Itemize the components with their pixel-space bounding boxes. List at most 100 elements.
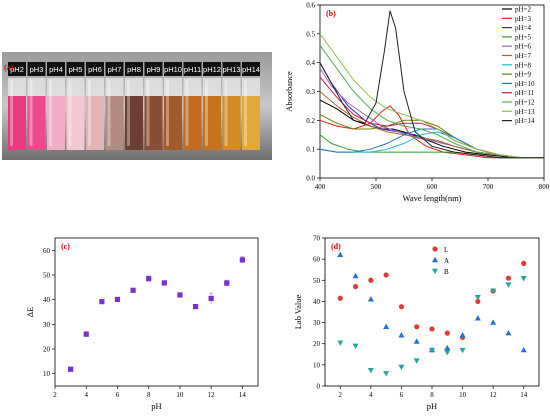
x-tick-label: 700 [483, 183, 494, 191]
panel-label: (c) [61, 242, 70, 251]
legend-label: pH=12 [515, 99, 535, 107]
vial-cap [27, 62, 46, 76]
y-tick-label: 0.4 [306, 59, 315, 67]
x-tick-label: 8 [430, 391, 434, 399]
data-point-a [413, 338, 420, 344]
vial-highlight [68, 80, 72, 146]
absorbance-line-chart: 400 500 600 700 800 0.0 0.1 0.2 0.3 0.4 0.5 0.6 Wave… [284, 2, 550, 204]
data-point-b [367, 367, 374, 374]
x-tick-label: 12 [208, 391, 216, 399]
vial-solution [8, 96, 26, 150]
x-axis-title: Wave length(nm) [402, 193, 461, 203]
panel-label: (b) [326, 9, 336, 18]
y-tick-label: 60 [313, 256, 321, 264]
vial-solution [105, 96, 124, 150]
series-line-ph-3 [319, 105, 544, 159]
vial-cap [86, 62, 104, 76]
y-tick-label: 50 [313, 277, 321, 285]
vial-highlight [88, 80, 91, 146]
vial-solution [164, 96, 182, 150]
data-point-a [520, 346, 527, 353]
x-tick-label: 4 [84, 391, 88, 399]
vial-cap [144, 62, 163, 76]
data-point-b [413, 358, 420, 364]
y-axis-title: Lab Value [293, 295, 303, 330]
legend-label: pH=14 [515, 117, 535, 125]
data-point [208, 295, 214, 302]
x-axis-title: pH [151, 401, 161, 411]
x-tick-label: 600 [427, 183, 438, 191]
vial-label-ph11: pH11 [184, 65, 201, 74]
vial-cap [183, 62, 202, 76]
x-tick-label: 4 [369, 391, 373, 399]
vial-solution [27, 96, 46, 150]
delta-e-scatter-chart: 2 4 6 8 10 12 14 10 20 30 40 50 60 pH ΔE (c) [25, 237, 259, 411]
vial-label-ph9: pH9 [147, 65, 161, 74]
data-point-b [398, 364, 405, 371]
vial-highlight [205, 80, 208, 146]
data-point-a [474, 315, 481, 321]
legend-label: pH=13 [515, 108, 535, 116]
data-point [161, 280, 167, 286]
vial-cap [164, 62, 182, 76]
y-tick-label: 30 [313, 319, 321, 327]
data-point-l [368, 277, 374, 283]
series-line-ph-13 [319, 33, 544, 159]
data-point-b [383, 371, 390, 377]
data-point-a [398, 332, 405, 338]
data-point [114, 296, 121, 303]
data-point-l [521, 260, 527, 266]
series-line-ph-8 [319, 131, 544, 159]
data-point-b [337, 340, 344, 346]
x-tick-label: 400 [315, 183, 326, 191]
y-tick-label: 50 [43, 272, 51, 280]
legend-label: pH=3 [515, 15, 532, 23]
data-point-a [444, 344, 451, 351]
data-point-l [429, 326, 435, 332]
legend-marker-b [432, 268, 438, 275]
data-point-b [459, 347, 466, 354]
series-line-ph-14 [319, 10, 544, 159]
x-tick-label: 6 [400, 391, 404, 399]
y-axis-title: ΔE [25, 307, 35, 318]
legend-label: L [444, 246, 448, 254]
legend-label: A [444, 257, 449, 265]
vial-label-ph2: pH2 [10, 65, 24, 74]
vial-highlight [146, 80, 150, 146]
vial-label-ph6: pH6 [88, 65, 102, 74]
data-point-b [520, 275, 527, 282]
vial-highlight [29, 80, 33, 146]
vial-highlight [244, 80, 247, 146]
y-tick-label: 40 [313, 298, 321, 306]
legend-label: pH=4 [515, 24, 532, 32]
data-point-b [429, 347, 435, 354]
x-tick-label: 14 [520, 391, 528, 399]
data-point-a [459, 332, 466, 338]
vial-highlight [224, 80, 228, 146]
data-point [83, 331, 89, 337]
y-axis-title: Absorbance [284, 71, 294, 112]
legend-label: pH=6 [515, 43, 532, 51]
y-tick-label: 0.6 [306, 2, 315, 10]
data-point-a [367, 296, 374, 302]
y-tick-label: 0.5 [306, 30, 315, 38]
vial-highlight [166, 80, 169, 146]
vial-solution [47, 96, 65, 150]
vial-label-ph12: pH12 [203, 65, 221, 74]
x-tick-label: 12 [490, 391, 498, 399]
y-tick-label: 70 [313, 235, 321, 243]
vial-highlight [185, 80, 189, 146]
y-tick-label: 0.3 [306, 88, 315, 96]
vial-highlight [49, 80, 52, 146]
vial-cap [125, 62, 143, 76]
legend-label: pH=2 [515, 6, 532, 14]
vial-cap [105, 62, 124, 76]
data-point-l [352, 284, 359, 290]
data-point [99, 299, 105, 305]
lab-value-scatter-chart: 2 4 6 8 10 12 14 0 10 20 30 40 50 60 70 pH Lab Value (d) L… [293, 235, 540, 411]
legend-label: pH=11 [515, 89, 535, 97]
vial-label-ph3: pH3 [30, 65, 44, 74]
data-point-a [383, 323, 390, 329]
vial-solution [66, 96, 85, 150]
vial-cap [8, 62, 26, 76]
